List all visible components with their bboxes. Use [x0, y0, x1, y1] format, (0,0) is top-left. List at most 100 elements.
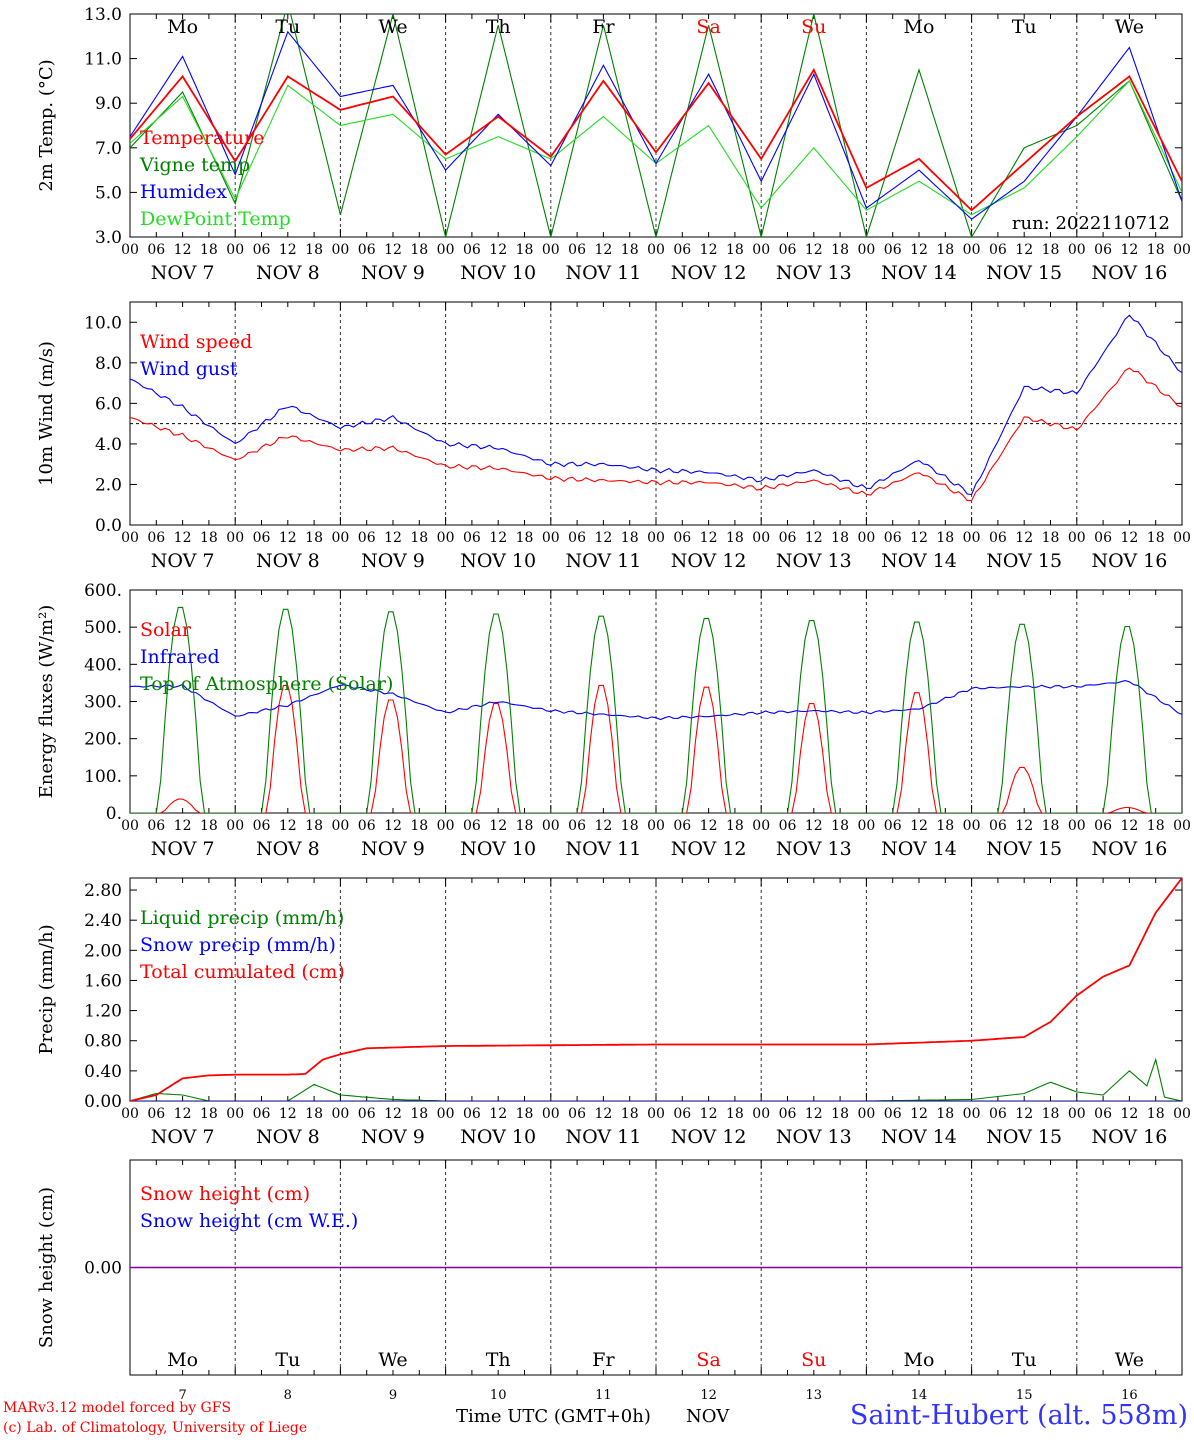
date-label: NOV 12 — [671, 550, 747, 572]
date-label: NOV 14 — [881, 262, 957, 284]
y-tick-label: 300. — [84, 693, 122, 713]
day-number-label: 8 — [284, 1388, 292, 1403]
hour-tick-label: 12 — [279, 242, 297, 258]
legend-entry: Snow precip (mm/h) — [140, 934, 336, 956]
hour-tick-label: 18 — [305, 818, 323, 834]
y-tick-label: 0.00 — [84, 1092, 122, 1112]
date-label: NOV 14 — [881, 550, 957, 572]
legend-entry: Infrared — [140, 646, 220, 668]
hour-tick-label: 12 — [594, 242, 612, 258]
hour-tick-label: 00 — [752, 530, 770, 546]
hour-tick-label: 12 — [384, 530, 402, 546]
hour-tick-label: 00 — [331, 818, 349, 834]
hour-tick-label: 18 — [410, 530, 428, 546]
hour-tick-label: 00 — [857, 1106, 875, 1122]
day-number-label: 10 — [490, 1388, 507, 1403]
y-tick-label: 100. — [84, 767, 122, 787]
weekday-label: Fr — [592, 16, 615, 38]
hour-tick-label: 00 — [437, 818, 455, 834]
date-label: NOV 11 — [565, 1126, 641, 1148]
hour-tick-label: 00 — [963, 818, 981, 834]
hour-tick-label: 12 — [1120, 530, 1138, 546]
hour-tick-label: 18 — [516, 242, 534, 258]
y-tick-label: 3.0 — [95, 228, 122, 248]
hour-tick-label: 06 — [568, 242, 586, 258]
hour-tick-label: 12 — [489, 1106, 507, 1122]
date-label: NOV 11 — [565, 550, 641, 572]
hour-tick-label: 00 — [437, 1106, 455, 1122]
date-label: NOV 10 — [460, 838, 536, 860]
hour-tick-label: 00 — [121, 242, 139, 258]
hour-tick-label: 00 — [647, 242, 665, 258]
hour-tick-label: 06 — [884, 242, 902, 258]
hour-tick-label: 18 — [200, 242, 218, 258]
weekday-label: Tu — [275, 16, 300, 38]
hour-tick-label: 06 — [568, 818, 586, 834]
date-label: NOV 8 — [256, 550, 320, 572]
hour-tick-label: 12 — [1015, 242, 1033, 258]
y-tick-label: 10.0 — [84, 313, 122, 333]
hour-tick-label: 12 — [384, 818, 402, 834]
hour-tick-label: 00 — [1173, 242, 1191, 258]
weekday-label: Mo — [167, 1349, 198, 1371]
date-label: NOV 13 — [776, 262, 852, 284]
hour-tick-label: 06 — [358, 818, 376, 834]
date-label: NOV 9 — [361, 838, 425, 860]
hour-tick-label: 00 — [1068, 818, 1086, 834]
hour-tick-label: 18 — [1042, 242, 1060, 258]
hour-tick-label: 00 — [963, 242, 981, 258]
y-tick-label: 2.0 — [95, 475, 122, 495]
series-line-solar — [130, 684, 1182, 813]
day-number-label: 12 — [700, 1388, 717, 1403]
hour-tick-label: 18 — [1147, 1106, 1165, 1122]
hour-tick-label: 06 — [989, 818, 1007, 834]
hour-tick-label: 00 — [331, 530, 349, 546]
weekday-label: Mo — [904, 1349, 935, 1371]
hour-tick-label: 12 — [805, 530, 823, 546]
station-title: Saint-Hubert (alt. 558m) — [849, 1400, 1188, 1431]
weekday-label: Sa — [696, 1349, 720, 1371]
panel-energy: 0. 100. 200. 300. 400. 500. 600. Energy fluxes … — [36, 581, 1191, 860]
y-tick-label: 6.0 — [95, 394, 122, 414]
hour-tick-label: 00 — [226, 1106, 244, 1122]
y-tick-label: 9.0 — [95, 94, 122, 114]
hour-tick-label: 18 — [516, 1106, 534, 1122]
hour-tick-label: 00 — [331, 1106, 349, 1122]
date-label: NOV 7 — [151, 1126, 215, 1148]
y-tick-label: 500. — [84, 618, 122, 638]
y-tick-label: 7.0 — [95, 139, 122, 159]
hour-tick-label: 12 — [174, 1106, 192, 1122]
day-number-label: 14 — [911, 1388, 928, 1403]
hour-tick-label: 12 — [1015, 530, 1033, 546]
footer-month-label: NOV — [686, 1406, 730, 1427]
hour-tick-label: 12 — [700, 242, 718, 258]
hour-tick-label: 06 — [147, 530, 165, 546]
date-label: NOV 10 — [460, 262, 536, 284]
series-line-temperature — [130, 67, 1182, 212]
hour-tick-label: 18 — [621, 242, 639, 258]
y-axis-title: 10m Wind (m/s) — [36, 341, 57, 486]
hour-tick-label: 12 — [279, 530, 297, 546]
hour-tick-label: 18 — [516, 818, 534, 834]
date-label: NOV 13 — [776, 838, 852, 860]
y-tick-label: 0.00 — [84, 1259, 122, 1279]
hour-tick-label: 00 — [857, 530, 875, 546]
y-axis-title: Energy fluxes (W/m²) — [36, 605, 57, 799]
hour-tick-label: 00 — [647, 818, 665, 834]
hour-tick-label: 12 — [910, 1106, 928, 1122]
hour-tick-label: 18 — [831, 242, 849, 258]
hour-tick-label: 18 — [1042, 818, 1060, 834]
y-tick-label: 600. — [84, 581, 122, 601]
weekday-label: We — [378, 1349, 407, 1371]
y-axis-title: 2m Temp. (°C) — [36, 59, 57, 191]
date-label: NOV 9 — [361, 1126, 425, 1148]
weekday-label: Tu — [1012, 1349, 1037, 1371]
legend-entry: Humidex — [140, 181, 227, 203]
series-line-total-cumulated-cm- — [130, 878, 1182, 1101]
hour-tick-label: 00 — [542, 1106, 560, 1122]
hour-tick-label: 00 — [1068, 1106, 1086, 1122]
day-number-label: 16 — [1121, 1388, 1138, 1403]
hour-tick-label: 00 — [121, 530, 139, 546]
date-label: NOV 7 — [151, 550, 215, 572]
legend-entry: Vigne temp — [139, 154, 250, 176]
